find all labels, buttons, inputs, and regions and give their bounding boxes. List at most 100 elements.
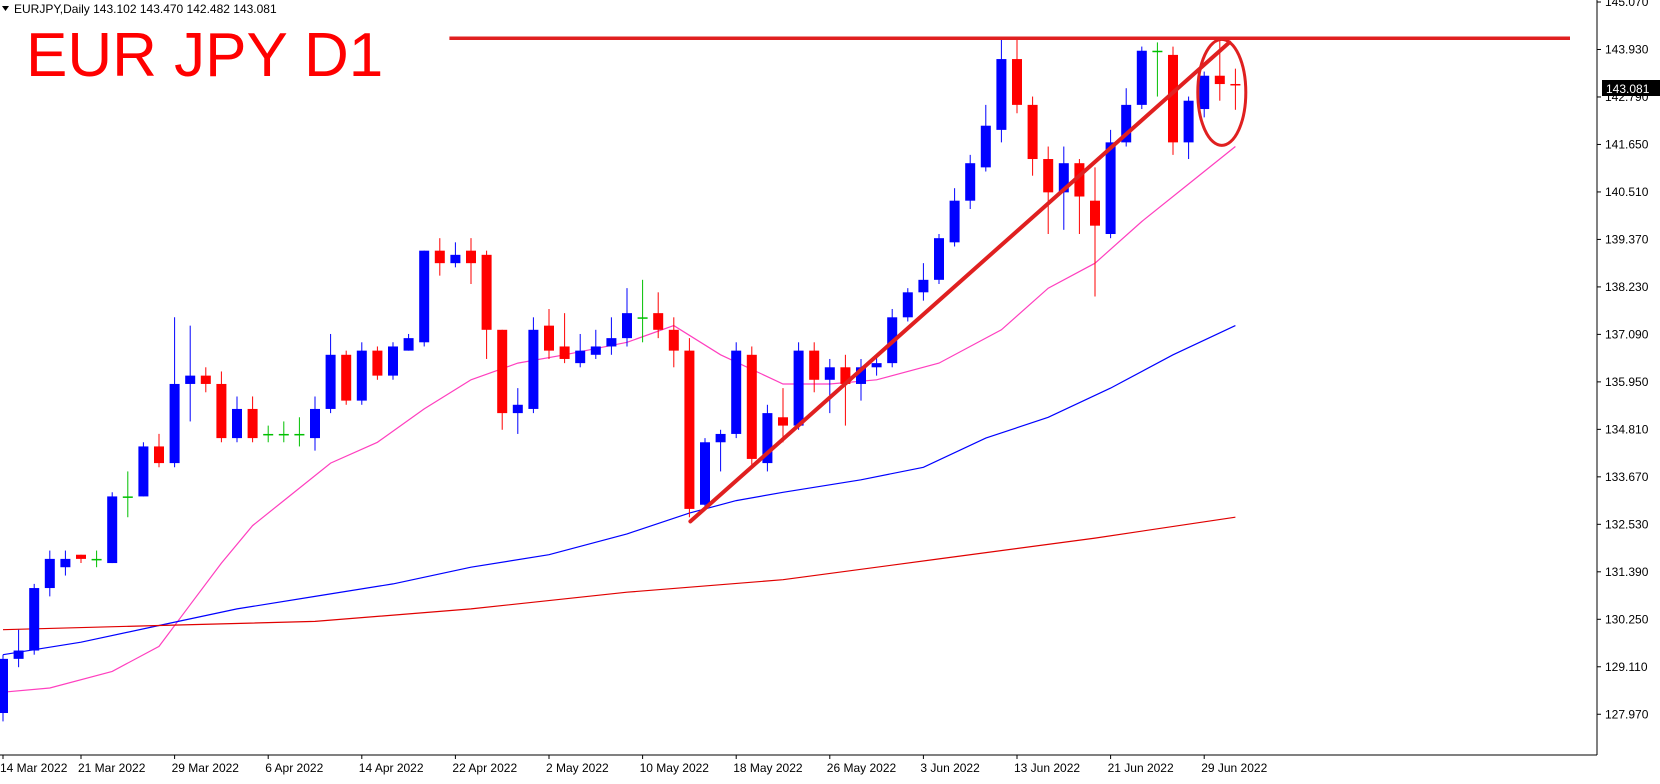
candle-body [731, 350, 742, 434]
candle-body [559, 346, 570, 359]
candle [1012, 38, 1022, 114]
candle-body [980, 125, 991, 168]
candle-body [902, 292, 913, 318]
candle [731, 342, 742, 439]
candle [606, 317, 617, 355]
candle [528, 317, 539, 414]
candle-body [715, 433, 726, 443]
candle [325, 333, 336, 414]
candle [949, 188, 960, 247]
symbol-dropdown-icon[interactable] [2, 6, 9, 11]
candle [1199, 71, 1210, 118]
candle-body [840, 367, 851, 384]
price-tick-label: 140.510 [1605, 185, 1649, 199]
candle-body [1168, 54, 1178, 143]
candle [996, 38, 1007, 143]
candle-body [216, 383, 227, 439]
candle [809, 342, 820, 393]
candle-body [403, 338, 414, 351]
candle-body [1136, 50, 1147, 105]
candle [1136, 46, 1147, 110]
candle-body [575, 350, 586, 364]
candle-body [1074, 163, 1085, 197]
candle-body [91, 558, 102, 561]
candle [0, 654, 8, 722]
highlight-circle [1196, 37, 1248, 147]
candle [559, 313, 570, 364]
time-tick-label: 21 Mar 2022 [78, 761, 146, 775]
time-tick-label: 2 May 2022 [546, 761, 609, 775]
price-tick-label: 131.390 [1605, 565, 1649, 579]
candle-body [1152, 50, 1163, 53]
candle [232, 396, 242, 443]
time-tick-label: 29 Jun 2022 [1201, 761, 1267, 775]
candle-body [434, 250, 445, 264]
price-tick-label: 138.230 [1605, 280, 1649, 294]
candle-body [590, 346, 601, 355]
candle-body [122, 496, 133, 498]
candle-body [169, 383, 180, 464]
candle-body [263, 433, 274, 436]
time-tick-label: 10 May 2022 [640, 761, 710, 775]
candle [653, 292, 664, 339]
candle-body [138, 446, 149, 497]
candle [980, 104, 991, 172]
candle-body [29, 588, 40, 651]
candle-body [76, 554, 86, 559]
candle [450, 242, 461, 268]
time-tick-label: 18 May 2022 [733, 761, 803, 775]
candle [372, 346, 383, 380]
candle-body [684, 350, 695, 509]
candle-body [934, 238, 944, 280]
candle-body [388, 346, 398, 376]
candle-body [1105, 142, 1116, 235]
candle [497, 329, 508, 430]
candle [1043, 146, 1054, 235]
candle-body [247, 408, 258, 439]
candles [0, 38, 1241, 722]
candle [856, 358, 866, 401]
candle-body [341, 354, 352, 401]
candle [466, 238, 476, 284]
candle-body [1214, 75, 1225, 85]
candle [700, 438, 710, 509]
candle [419, 250, 430, 347]
candle [793, 342, 804, 430]
price-tick-label: 143.930 [1605, 42, 1649, 56]
moving-averages [2, 146, 1236, 693]
candle-body [793, 350, 804, 426]
candle [154, 433, 164, 468]
time-tick-label: 14 Apr 2022 [359, 761, 424, 775]
candle-body [419, 250, 430, 343]
candle [544, 308, 554, 359]
candle [1090, 167, 1100, 297]
time-tick-label: 21 Jun 2022 [1108, 761, 1174, 775]
candle [388, 342, 398, 380]
candle [107, 492, 118, 564]
candle-body [668, 329, 679, 351]
time-tick-label: 13 Jun 2022 [1014, 761, 1080, 775]
candle-body [278, 433, 289, 436]
candle [76, 554, 86, 564]
candle-body [107, 496, 118, 564]
candle [746, 346, 757, 468]
price-tick-label: 145.070 [1605, 0, 1649, 9]
current-price-label: 143.081 [1606, 82, 1650, 96]
candle-body [700, 442, 710, 505]
candle [575, 333, 586, 368]
candle-body [154, 446, 164, 464]
candle [762, 404, 773, 472]
candle [1074, 159, 1085, 235]
candle [512, 388, 523, 434]
candle-body [60, 558, 71, 568]
time-tick-label: 6 Apr 2022 [265, 761, 323, 775]
candle [637, 279, 648, 343]
candle-body [1230, 83, 1241, 86]
candle [965, 154, 976, 210]
candle-body [606, 338, 617, 347]
price-tick-label: 132.530 [1605, 517, 1649, 531]
candle-body [200, 375, 211, 384]
candle-body [1090, 200, 1100, 226]
